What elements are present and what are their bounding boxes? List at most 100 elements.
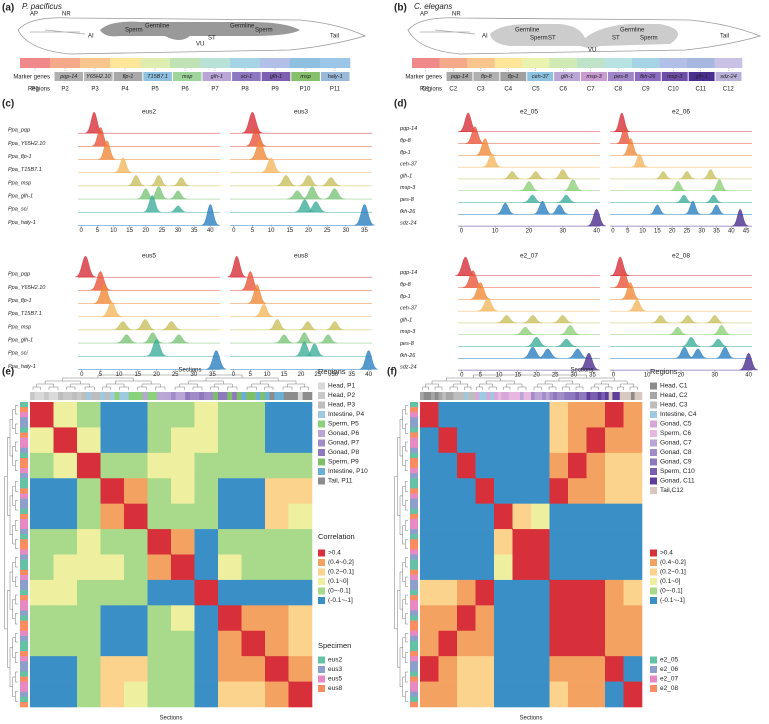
text: 0 <box>460 373 464 379</box>
region-annotation <box>302 392 308 400</box>
text: Head, P2 <box>328 392 355 399</box>
ridge-peak <box>688 348 708 359</box>
specimen-annotation <box>410 564 418 571</box>
specimen-annotation <box>20 630 28 637</box>
region-annotation <box>471 392 476 400</box>
text: 20 <box>298 372 305 378</box>
heat-cell <box>438 630 458 657</box>
legend-swatch <box>318 430 325 437</box>
legend-swatch <box>650 568 657 576</box>
dendrogram <box>562 386 570 390</box>
ridge-peak <box>675 194 692 203</box>
ridge-peak <box>705 194 722 203</box>
region-annotation <box>232 392 238 400</box>
region-segment <box>200 58 231 68</box>
ridge-peak <box>249 140 271 160</box>
heat-cell <box>265 630 289 657</box>
dendrogram <box>15 460 18 471</box>
specimen-annotation <box>410 478 418 484</box>
dendrogram <box>399 647 403 687</box>
heat-cell <box>568 579 587 606</box>
heat-cell <box>568 402 587 428</box>
heat-cell <box>30 630 54 657</box>
text: Regions <box>28 87 50 93</box>
text: 45 <box>743 229 750 235</box>
marker-box <box>688 72 715 81</box>
text: 35 <box>589 373 596 379</box>
heat-cell <box>241 529 266 555</box>
specimen-annotation <box>410 569 418 576</box>
text: 25 <box>315 372 322 378</box>
region-segment <box>439 58 468 68</box>
specimen-annotation <box>410 412 418 418</box>
text: (f) <box>387 367 397 378</box>
region-segment <box>80 58 111 68</box>
heat-cell <box>420 503 439 530</box>
text: Gonad, P7 <box>328 440 359 447</box>
region-annotation <box>67 392 73 400</box>
heat-cell <box>100 656 125 682</box>
ridge-peak <box>578 352 599 371</box>
heat-cell <box>77 656 101 682</box>
dendrogram <box>179 383 198 387</box>
ridge-peak <box>610 256 630 276</box>
specimen-annotation <box>410 427 418 433</box>
text: pqp-14 <box>59 74 77 80</box>
heat-cell <box>30 478 54 504</box>
heat-cell <box>100 579 125 606</box>
text: 20 <box>526 229 533 235</box>
dendrogram <box>594 383 609 387</box>
heat-cell <box>586 529 606 555</box>
text: NR <box>62 12 71 18</box>
heat-cell <box>30 529 54 555</box>
heat-cell <box>194 402 219 428</box>
dendrogram <box>9 495 13 535</box>
heat-cell <box>265 554 289 581</box>
specimen-annotation <box>20 646 28 652</box>
dendrogram <box>544 380 573 384</box>
region-annotation <box>482 392 487 400</box>
region-annotation <box>166 392 172 400</box>
text: Marker genes <box>405 75 442 81</box>
dendrogram <box>399 495 403 535</box>
heat-cell <box>194 656 219 682</box>
heat-cell <box>241 402 266 428</box>
text: glh-1 <box>561 74 573 80</box>
heat-cell <box>100 630 125 657</box>
region-annotation <box>279 392 285 400</box>
text: (b) <box>394 3 407 14</box>
heat-cell <box>512 630 532 657</box>
heat-cell <box>171 579 195 606</box>
region-annotation <box>189 392 195 400</box>
text: AP <box>30 12 38 18</box>
heat-cell <box>30 579 54 606</box>
marker-box <box>527 72 554 81</box>
specimen-annotation <box>20 483 28 489</box>
heat-cell <box>512 681 532 708</box>
region-annotation <box>627 392 632 400</box>
text: 30 <box>711 373 718 379</box>
region-annotation <box>638 392 643 400</box>
specimen-annotation <box>20 508 28 515</box>
heat-cell <box>586 554 606 581</box>
heat-cell <box>265 478 289 504</box>
legend-swatch <box>650 430 657 437</box>
dendrogram <box>9 419 13 457</box>
heat-cell <box>623 452 643 479</box>
region-segment <box>260 58 291 68</box>
heat-cell <box>549 630 569 657</box>
heat-cell <box>438 402 458 428</box>
region-annotation <box>77 392 82 400</box>
text: Sperm <box>125 28 143 34</box>
heat-cell <box>77 503 101 530</box>
text: flp-1 <box>400 294 411 300</box>
heat-cell <box>124 681 148 708</box>
text: e2_06 <box>672 109 690 116</box>
dendrogram <box>565 383 580 387</box>
dendrogram <box>15 441 18 452</box>
heat-cell <box>147 503 172 530</box>
region-annotation <box>307 392 313 400</box>
heat-cell <box>265 452 289 479</box>
dendrogram <box>405 539 408 549</box>
region-annotation <box>124 392 129 400</box>
